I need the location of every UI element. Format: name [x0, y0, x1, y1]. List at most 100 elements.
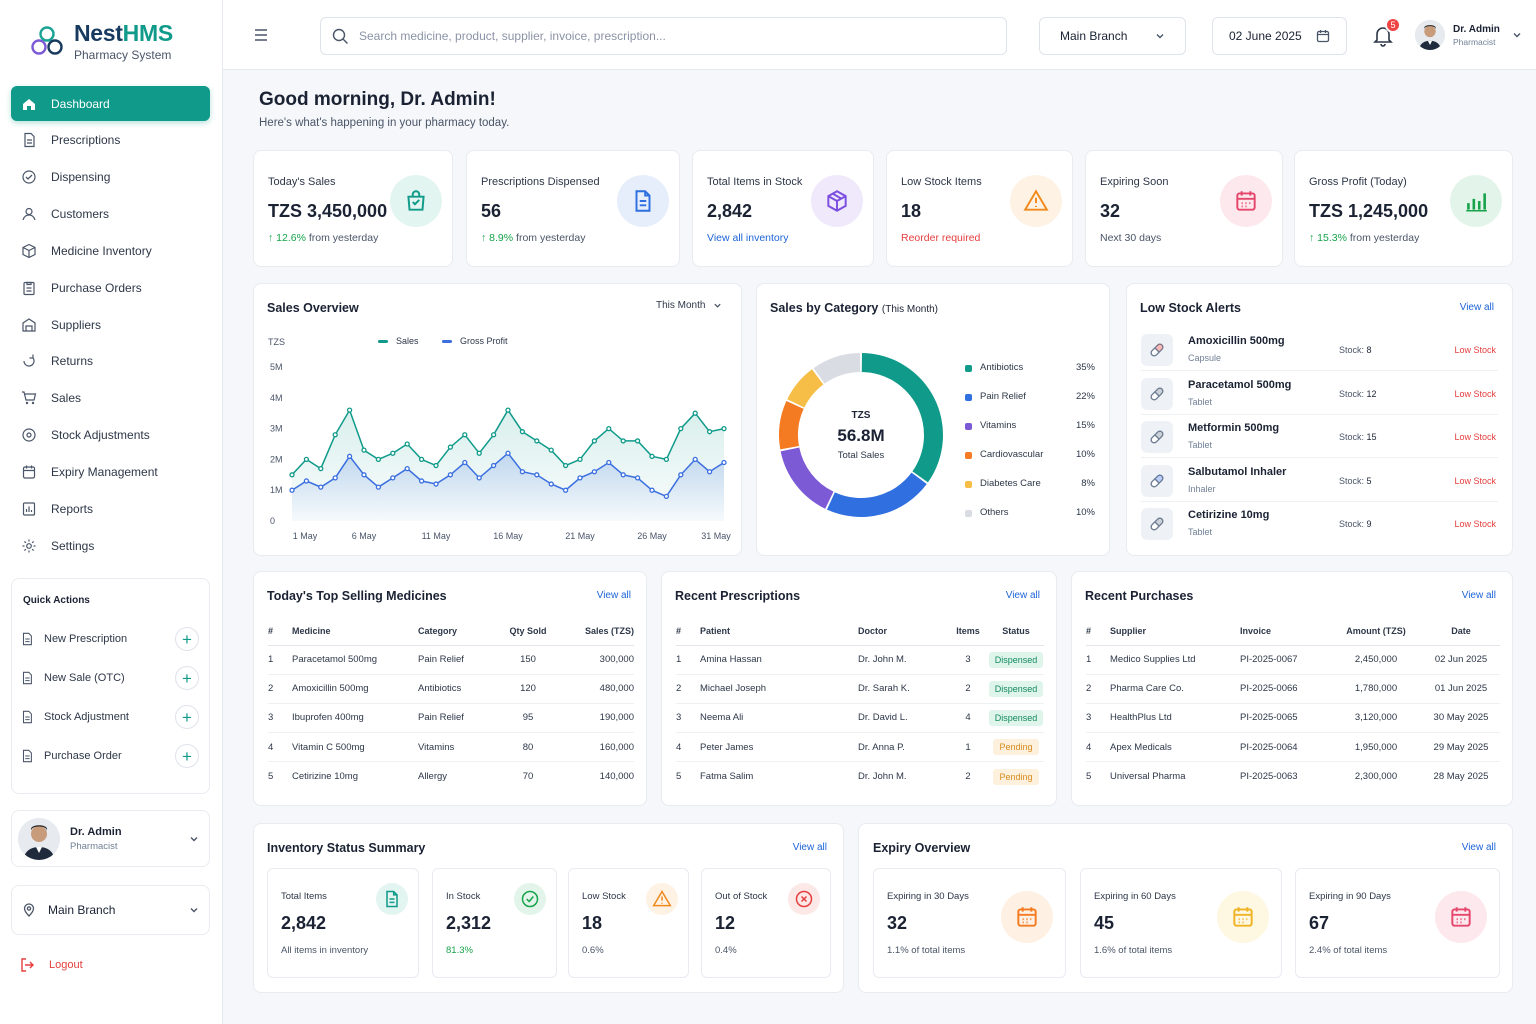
inventory-card-out-of-stock[interactable]: Out of Stock 12 0.4% — [701, 868, 831, 978]
branch-selector[interactable]: Main Branch — [11, 885, 210, 935]
sidebar-item-dashboard[interactable]: Dashboard — [11, 86, 210, 121]
low-stock-item[interactable]: Amoxicillin 500mg Capsule Stock: 8 Low Stoc… — [1141, 328, 1498, 371]
expiry-card-3[interactable]: Expiring in 90 Days 67 2.4% of total items — [1295, 868, 1500, 978]
low-stock-item[interactable]: Metformin 500mg Tablet Stock: 15 Low Stock — [1141, 415, 1498, 458]
low-stock-view-all[interactable]: View all — [1459, 302, 1494, 313]
data-point — [346, 453, 353, 459]
user-card[interactable]: Dr. Admin Pharmacist — [11, 810, 210, 867]
sidebar-item-suppliers[interactable]: Suppliers — [11, 307, 210, 342]
column-header: Invoice — [1240, 617, 1330, 646]
recent-purchases-card: Recent Purchases View all # Supplier Invoi… — [1071, 571, 1513, 806]
calendar-icon — [1001, 891, 1053, 943]
table-row[interactable]: 1 Paracetamol 500mg Pain Relief 150 300,000 — [268, 645, 634, 675]
expiry-view-all[interactable]: View all — [1461, 842, 1496, 853]
plus-icon[interactable]: + — [175, 744, 199, 768]
sidebar-item-dispensing[interactable]: Dispensing — [11, 160, 210, 195]
table-row[interactable]: 2 Michael Joseph Dr. Sarah K. 2 Dispensed — [676, 674, 1044, 704]
inventory-card-total-items[interactable]: Total Items 2,842 All items in inventory — [267, 868, 419, 978]
table-cell: 1 — [948, 732, 988, 763]
branch-dropdown[interactable]: Main Branch — [1039, 17, 1186, 55]
table-row[interactable]: 3 Neema Ali Dr. David L. 4 Dispensed — [676, 703, 1044, 734]
low-stock-item[interactable]: Paracetamol 500mg Tablet Stock: 12 Low Stoc… — [1141, 372, 1498, 415]
data-point — [620, 438, 626, 444]
table-row[interactable]: 1 Medico Supplies Ltd PI-2025-0067 2,450,00… — [1086, 645, 1500, 675]
table-cell: 140,000 — [599, 771, 634, 783]
plus-icon[interactable]: + — [175, 705, 199, 729]
plus-icon[interactable]: + — [175, 666, 199, 690]
plus-icon[interactable]: + — [175, 627, 199, 651]
document-icon — [20, 749, 34, 763]
purchases-view-all[interactable]: View all — [1461, 590, 1496, 601]
sidebar-item-customers[interactable]: Customers — [11, 197, 210, 232]
date-picker[interactable]: 02 June 2025 — [1212, 17, 1347, 55]
inventory-card-low-stock[interactable]: Low Stock 18 0.6% — [568, 868, 689, 978]
user-menu[interactable]: Dr. Admin Pharmacist — [1415, 20, 1522, 50]
quick-action-new-prescription[interactable]: New Prescription + — [20, 626, 199, 652]
menu-icon[interactable] — [253, 28, 269, 42]
sidebar-item-sales[interactable]: Sales — [11, 381, 210, 416]
sidebar-item-expiry-management[interactable]: Expiry Management — [11, 454, 210, 489]
stat-card-total-items-in-stock[interactable]: Total Items in Stock 2,842 View all invent… — [692, 150, 874, 267]
data-point — [649, 453, 655, 459]
branch-dropdown-label: Main Branch — [1060, 29, 1128, 43]
low-stock-item[interactable]: Salbutamol Inhaler Inhaler Stock: 5 Low Sto… — [1141, 459, 1498, 502]
period-dropdown[interactable]: This Month — [656, 300, 722, 311]
low-stock-name: Metformin 500mg — [1188, 422, 1280, 434]
prescriptions-view-all[interactable]: View all — [1005, 590, 1040, 601]
sidebar-item-purchase-orders[interactable]: Purchase Orders — [11, 270, 210, 305]
expiry-card-1[interactable]: Expiring in 30 Days 32 1.1% of total items — [873, 868, 1066, 978]
table-cell: 2 — [1086, 674, 1110, 704]
column-header: Qty Sold — [500, 617, 556, 646]
sidebar-item-returns[interactable]: Returns — [11, 344, 210, 379]
donut-center-value: 56.8M — [837, 426, 884, 445]
stat-sub: ↑ 8.9% from yesterday — [481, 232, 585, 244]
sidebar-item-label: Reports — [51, 501, 94, 516]
expiry-card-2[interactable]: Expiring in 60 Days 45 1.6% of total items — [1080, 868, 1282, 978]
logo-icon — [31, 26, 63, 55]
quick-action-stock-adjustment[interactable]: Stock Adjustment + — [20, 704, 199, 730]
stat-card-prescriptions-dispensed[interactable]: Prescriptions Dispensed 56 ↑ 8.9% from yes… — [466, 150, 680, 267]
quick-action-new-sale-otc-[interactable]: New Sale (OTC) + — [20, 665, 199, 691]
table-row[interactable]: 2 Pharma Care Co. PI-2025-0066 1,780,000 01 … — [1086, 674, 1500, 704]
document-icon — [20, 671, 34, 685]
quick-actions-panel: Quick Actions New Prescription + New Sale … — [11, 578, 210, 794]
logout-button[interactable]: Logout — [20, 958, 83, 972]
table-row[interactable]: 2 Amoxicillin 500mg Antibiotics 120 480,000 — [268, 674, 634, 704]
table-row[interactable]: 3 HealthPlus Ltd PI-2025-0065 3,120,000 30 M… — [1086, 703, 1500, 734]
table-row[interactable]: 5 Fatma Salim Dr. John M. 2 Pending — [676, 762, 1044, 791]
brand-logo[interactable]: NestHMS Pharmacy System — [28, 20, 173, 62]
inventory-card-sub: All items in inventory — [281, 945, 369, 956]
stat-value: 2,842 — [707, 201, 753, 221]
inventory-card-label: Low Stock — [582, 891, 626, 902]
low-stock-item[interactable]: Cetirizine 10mg Tablet Stock: 9 Low Stock — [1141, 502, 1498, 545]
sidebar-item-reports[interactable]: Reports — [11, 491, 210, 526]
table-row[interactable]: 1 Amina Hassan Dr. John M. 3 Dispensed — [676, 645, 1044, 675]
x-tick-label: 11 May — [422, 531, 451, 541]
calendar-icon — [1316, 30, 1330, 43]
inventory-card-in-stock[interactable]: In Stock 2,312 81.3% — [432, 868, 557, 978]
sidebar-item-stock-adjustments[interactable]: Stock Adjustments — [11, 418, 210, 453]
sidebar-item-prescriptions[interactable]: Prescriptions — [11, 123, 210, 158]
table-row[interactable]: 4 Apex Medicals PI-2025-0064 1,950,000 29 Ma… — [1086, 732, 1500, 763]
view-inventory-link[interactable]: View all inventory — [707, 232, 789, 244]
stat-card-expiring-soon[interactable]: Expiring Soon 32 Next 30 days — [1085, 150, 1283, 267]
stat-card-low-stock-items[interactable]: Low Stock Items 18 Reorder required — [886, 150, 1073, 267]
table-row[interactable]: 5 Cetirizine 10mg Allergy 70 140,000 — [268, 762, 634, 791]
legend-label: Gross Profit — [460, 336, 508, 346]
top-selling-view-all[interactable]: View all — [596, 590, 631, 601]
inventory-view-all[interactable]: View all — [792, 842, 827, 853]
inventory-card-sub: 0.6% — [582, 945, 604, 956]
search-input[interactable] — [359, 29, 959, 43]
table-row[interactable]: 3 Ibuprofen 400mg Pain Relief 95 190,000 — [268, 703, 634, 734]
sidebar-item-medicine-inventory[interactable]: Medicine Inventory — [11, 233, 210, 268]
quick-action-purchase-order[interactable]: Purchase Order + — [20, 743, 199, 769]
table-row[interactable]: 4 Vitamin C 500mg Vitamins 80 160,000 — [268, 732, 634, 763]
legend-swatch — [442, 340, 452, 343]
sidebar-item-settings[interactable]: Settings — [11, 528, 210, 563]
table-row[interactable]: 5 Universal Pharma PI-2025-0063 2,300,000 28… — [1086, 762, 1500, 791]
warning-icon — [646, 883, 678, 915]
expiry-card-value: 67 — [1309, 913, 1330, 933]
stat-card-gross-profit-today-[interactable]: Gross Profit (Today) TZS 1,245,000 ↑ 15.3%… — [1294, 150, 1513, 267]
table-row[interactable]: 4 Peter James Dr. Anna P. 1 Pending — [676, 732, 1044, 763]
stat-card-today-s-sales[interactable]: Today's Sales TZS 3,450,000 ↑ 12.6% from y… — [253, 150, 453, 267]
